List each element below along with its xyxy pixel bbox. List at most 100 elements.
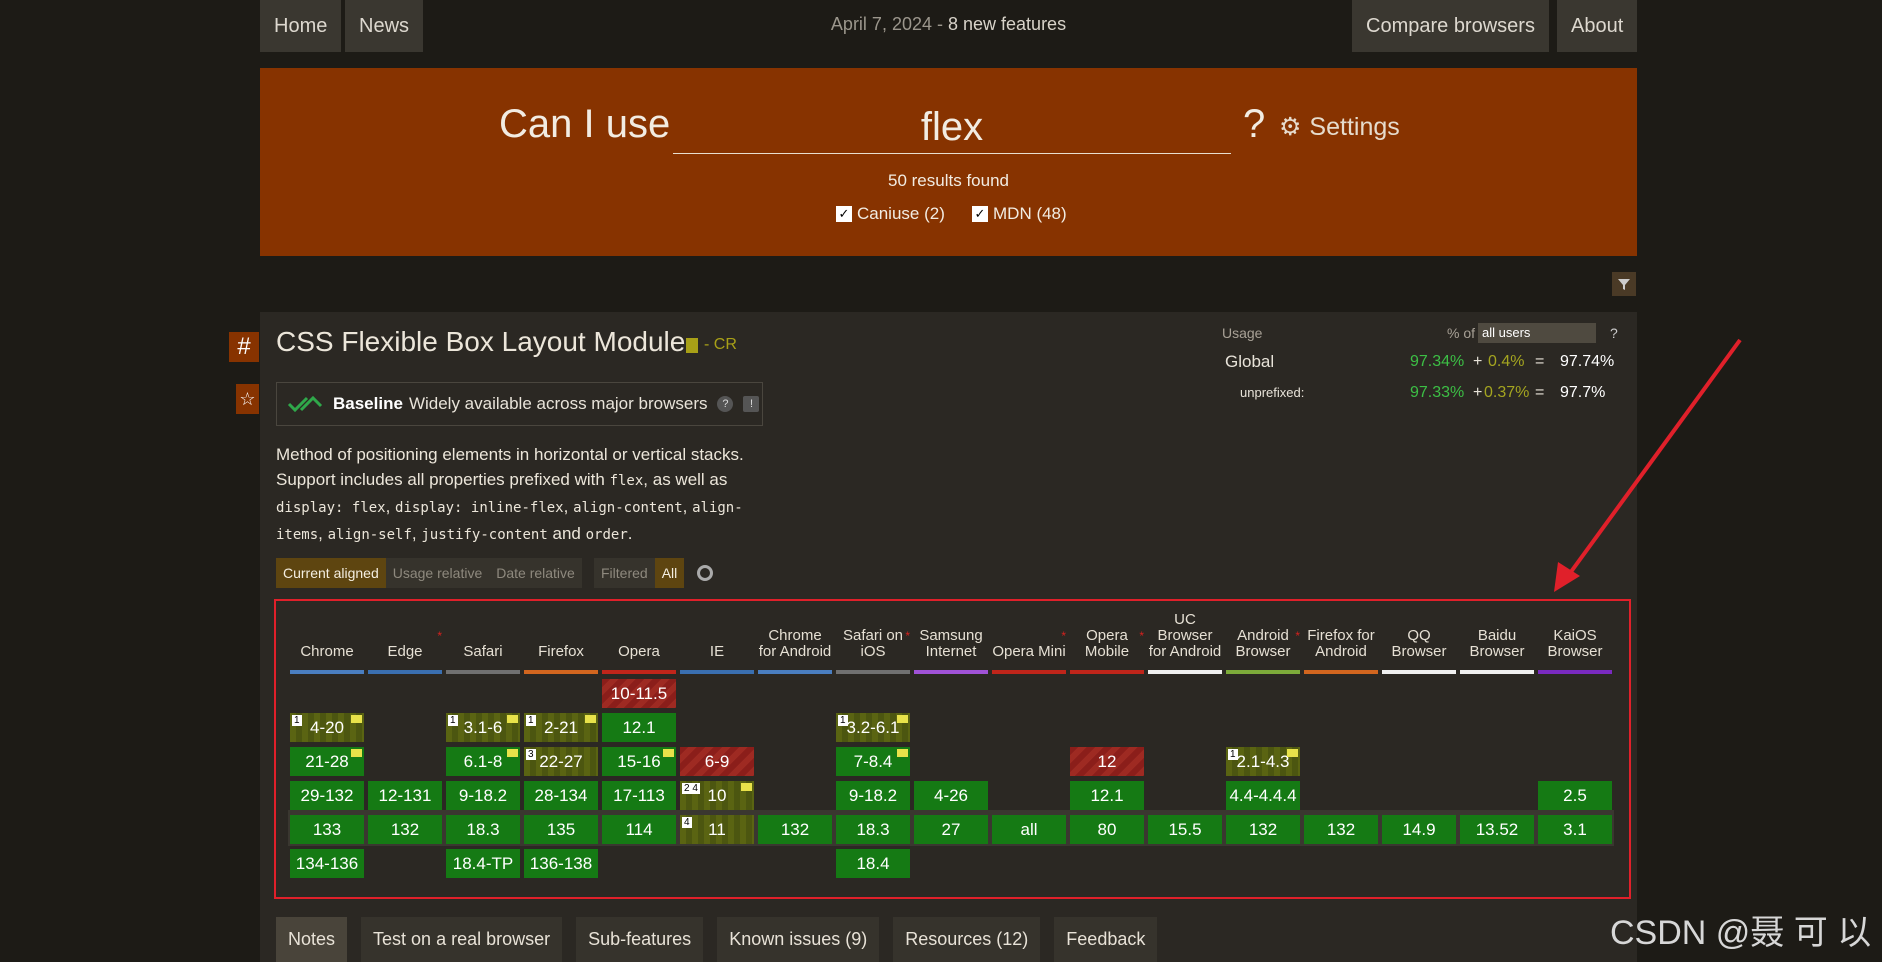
- support-cell[interactable]: 132: [1226, 815, 1300, 844]
- support-cell[interactable]: 132: [368, 815, 442, 844]
- support-cell[interactable]: 12-131: [368, 781, 442, 810]
- support-cell[interactable]: 13.52: [1460, 815, 1534, 844]
- browser-header[interactable]: UC Browser for Android: [1148, 602, 1222, 674]
- tab-filtered[interactable]: Filtered: [594, 558, 655, 588]
- support-cell[interactable]: 12.1: [1070, 781, 1144, 810]
- support-cell[interactable]: 80: [1070, 815, 1144, 844]
- browser-header[interactable]: Baidu Browser: [1460, 602, 1534, 674]
- support-cell[interactable]: 132: [758, 815, 832, 844]
- browser-header[interactable]: Chrome: [290, 602, 364, 674]
- support-cell[interactable]: 18.4-TP: [446, 849, 520, 878]
- browser-header[interactable]: Safari on iOS *: [836, 602, 910, 674]
- support-cell[interactable]: 3.1-6 1: [446, 713, 520, 742]
- support-cell[interactable]: 3.1: [1538, 815, 1612, 844]
- browser-header[interactable]: IE: [680, 602, 754, 674]
- support-cell[interactable]: 9-18.2: [446, 781, 520, 810]
- bottom-tab[interactable]: Test on a real browser: [361, 917, 563, 962]
- spec-status[interactable]: - CR: [686, 336, 737, 354]
- bottom-tab[interactable]: Known issues (9): [717, 917, 880, 962]
- new-features-link[interactable]: 8 new features: [948, 14, 1067, 34]
- support-cell[interactable]: 6.1-8: [446, 747, 520, 776]
- permalink-hash[interactable]: #: [229, 332, 259, 362]
- support-cell[interactable]: 22-27 3: [524, 747, 598, 776]
- support-cell[interactable]: 12: [1070, 747, 1144, 776]
- browser-color-bar: [524, 670, 598, 674]
- usage-help[interactable]: ?: [1610, 325, 1618, 341]
- support-cell[interactable]: 10-11.5: [602, 679, 676, 708]
- support-cell[interactable]: 4-20 1: [290, 713, 364, 742]
- support-cell[interactable]: 6-9: [680, 747, 754, 776]
- table-settings-gear-icon[interactable]: [697, 565, 713, 581]
- browser-header[interactable]: Safari: [446, 602, 520, 674]
- tab-current-aligned[interactable]: Current aligned: [276, 558, 386, 588]
- prefix-icon: [507, 715, 518, 723]
- browser-header[interactable]: Chrome for Android: [758, 602, 832, 674]
- bottom-tab[interactable]: Notes: [276, 917, 348, 962]
- support-cell[interactable]: 135: [524, 815, 598, 844]
- support-cell[interactable]: 15.5: [1148, 815, 1222, 844]
- browser-header[interactable]: Android Browser *: [1226, 602, 1300, 674]
- support-cell[interactable]: 18.3: [836, 815, 910, 844]
- support-cell[interactable]: 4.4-4.4.4: [1226, 781, 1300, 810]
- support-cell[interactable]: 2.5: [1538, 781, 1612, 810]
- support-cell[interactable]: 2.1-4.3 1: [1226, 747, 1300, 776]
- tab-usage-relative[interactable]: Usage relative: [385, 558, 490, 588]
- nav-news[interactable]: News: [345, 0, 424, 52]
- support-cell[interactable]: 21-28: [290, 747, 364, 776]
- support-cell[interactable]: 9-18.2: [836, 781, 910, 810]
- support-cell[interactable]: 28-134: [524, 781, 598, 810]
- support-cell[interactable]: 132: [1304, 815, 1378, 844]
- news-date: April 7, 2024 - 8 new features: [830, 14, 1067, 34]
- support-cell[interactable]: all: [992, 815, 1066, 844]
- browser-header[interactable]: Firefox for Android: [1304, 602, 1378, 674]
- support-cell[interactable]: 14.9: [1382, 815, 1456, 844]
- support-cell[interactable]: 114: [602, 815, 676, 844]
- watermark: CSDN @聂 可 以: [1610, 914, 1872, 952]
- browser-header[interactable]: Firefox: [524, 602, 598, 674]
- browser-header[interactable]: Opera: [602, 602, 676, 674]
- support-cell[interactable]: 12.1: [602, 713, 676, 742]
- support-cell[interactable]: 2-21 1: [524, 713, 598, 742]
- support-cell[interactable]: 29-132: [290, 781, 364, 810]
- support-cell[interactable]: 17-113: [602, 781, 676, 810]
- support-cell[interactable]: 7-8.4: [836, 747, 910, 776]
- support-cell[interactable]: 27: [914, 815, 988, 844]
- browser-header[interactable]: Opera Mini *: [992, 602, 1066, 674]
- settings-button[interactable]: ⚙ Settings: [1279, 112, 1400, 142]
- browser-color-bar: [290, 670, 364, 674]
- support-cell[interactable]: 10 2 4: [680, 781, 754, 810]
- usage-select[interactable]: all users: [1478, 323, 1596, 343]
- view-tabs: Current aligned Usage relative Date rela…: [276, 558, 582, 588]
- bottom-tab[interactable]: Sub-features: [576, 917, 704, 962]
- support-cell[interactable]: 4-26: [914, 781, 988, 810]
- support-cell[interactable]: 133: [290, 815, 364, 844]
- bottom-tab[interactable]: Resources (12): [893, 917, 1041, 962]
- tab-date-relative[interactable]: Date relative: [489, 558, 582, 588]
- filter-button[interactable]: [1612, 272, 1636, 296]
- nav-about[interactable]: About: [1557, 0, 1638, 52]
- search-input[interactable]: flex: [673, 100, 1231, 154]
- support-cell[interactable]: 18.3: [446, 815, 520, 844]
- support-cell[interactable]: 134-136: [290, 849, 364, 878]
- support-cell[interactable]: 18.4: [836, 849, 910, 878]
- browser-header[interactable]: Opera Mobile *: [1070, 602, 1144, 674]
- caniuse-checkbox[interactable]: ✓ Caniuse (2): [836, 204, 945, 224]
- help-icon[interactable]: ?: [717, 396, 734, 412]
- browser-header[interactable]: QQ Browser: [1382, 602, 1456, 674]
- nav-home[interactable]: Home: [260, 0, 342, 52]
- support-cell[interactable]: 136-138: [524, 849, 598, 878]
- support-cell[interactable]: 3.2-6.1 1: [836, 713, 910, 742]
- bottom-tab[interactable]: Feedback: [1054, 917, 1158, 962]
- tab-all[interactable]: All: [654, 558, 685, 588]
- browser-header[interactable]: Edge *: [368, 602, 442, 674]
- star-icon[interactable]: ☆: [236, 384, 259, 414]
- support-cell[interactable]: 15-16: [602, 747, 676, 776]
- mdn-checkbox[interactable]: ✓ MDN (48): [972, 204, 1067, 224]
- browser-color-bar: [680, 670, 754, 674]
- nav-compare[interactable]: Compare browsers: [1352, 0, 1549, 52]
- browser-header[interactable]: KaiOS Browser: [1538, 602, 1612, 674]
- comment-icon[interactable]: !: [743, 396, 760, 412]
- browser-header[interactable]: Samsung Internet: [914, 602, 988, 674]
- support-table: [274, 599, 1631, 899]
